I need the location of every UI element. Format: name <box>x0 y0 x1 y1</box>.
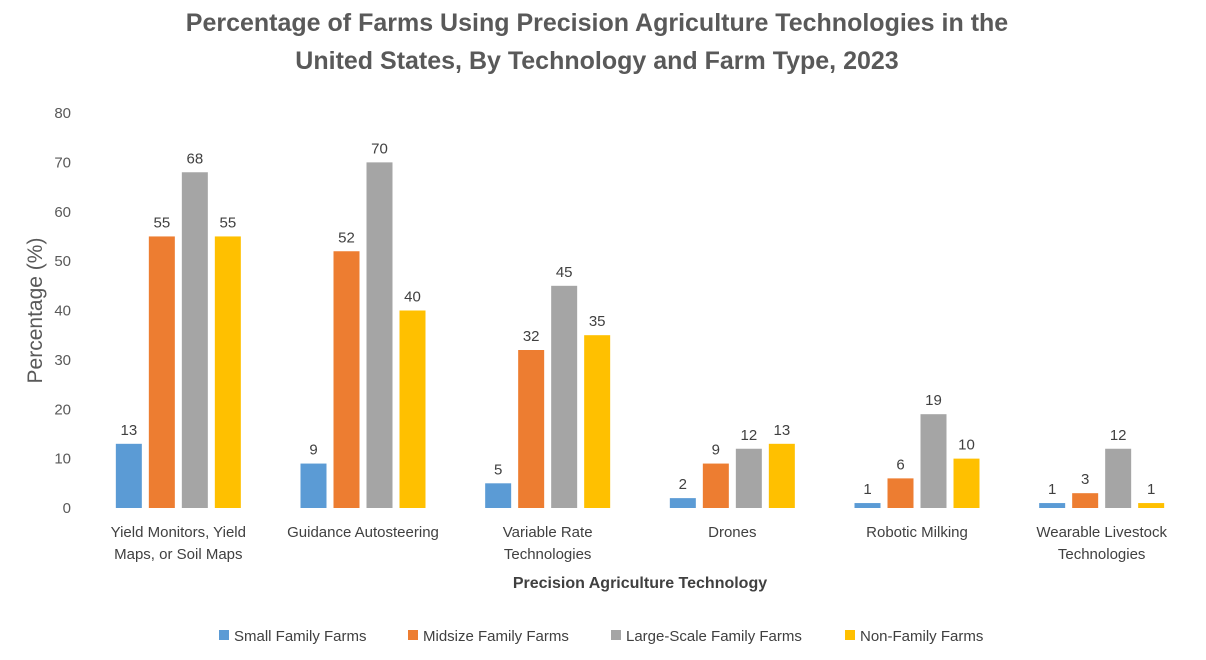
chart-title-line: Percentage of Farms Using Precision Agri… <box>186 9 1008 37</box>
bar <box>214 236 241 508</box>
bar <box>148 236 175 508</box>
y-axis-label: Percentage (%) <box>24 238 47 384</box>
bar <box>333 251 360 508</box>
data-label: 10 <box>958 437 975 454</box>
y-tick-label: 0 <box>63 500 71 517</box>
legend: Small Family Farms Midsize Family Farms La… <box>219 628 983 645</box>
category-label: Technologies <box>504 546 592 563</box>
data-label: 1 <box>863 481 871 498</box>
data-label: 13 <box>773 422 790 439</box>
y-tick-label: 10 <box>54 451 71 468</box>
y-tick-label: 30 <box>54 352 71 369</box>
bar <box>920 414 947 508</box>
y-tick-label: 20 <box>54 401 71 418</box>
y-axis-label-group: Percentage (%) <box>24 238 47 384</box>
data-label: 1 <box>1048 481 1056 498</box>
bar <box>584 335 611 508</box>
bar <box>735 448 762 508</box>
bar <box>551 285 578 508</box>
data-label: 55 <box>153 214 170 231</box>
legend-swatch <box>219 630 229 640</box>
y-axis: 0 10 20 30 40 50 60 70 80 <box>54 105 71 517</box>
chart-title: Percentage of Farms Using Precision Agri… <box>186 9 1008 75</box>
x-axis-categories: Yield Monitors, Yield Maps, or Soil Maps G… <box>111 524 1168 563</box>
legend-entry: Midsize Family Farms <box>423 628 569 645</box>
y-tick-label: 70 <box>54 154 71 171</box>
bar <box>953 458 980 508</box>
data-label: 52 <box>338 229 355 246</box>
data-label: 32 <box>523 328 540 345</box>
bar <box>887 478 914 508</box>
legend-entry: Non-Family Farms <box>860 628 983 645</box>
x-axis-label-group: Precision Agriculture Technology <box>513 575 767 592</box>
data-label: 55 <box>219 214 236 231</box>
category-label: Drones <box>708 524 756 541</box>
legend-swatch <box>611 630 621 640</box>
bar <box>1039 503 1066 508</box>
x-axis-label: Precision Agriculture Technology <box>513 575 767 592</box>
y-tick-label: 80 <box>54 105 71 122</box>
y-tick-label: 50 <box>54 253 71 270</box>
data-label: 12 <box>1110 427 1127 444</box>
bar <box>1072 493 1099 508</box>
category-label: Variable Rate <box>503 524 593 541</box>
chart-title-line: United States, By Technology and Farm Ty… <box>295 47 898 75</box>
bar <box>1105 448 1132 508</box>
legend-entry: Large-Scale Family Farms <box>626 628 802 645</box>
legend-swatch <box>408 630 418 640</box>
data-label: 35 <box>589 313 606 330</box>
category-label: Wearable Livestock <box>1036 524 1167 541</box>
data-label: 3 <box>1081 471 1089 488</box>
category-label: Maps, or Soil Maps <box>114 546 242 563</box>
bar <box>485 483 512 508</box>
legend-swatch <box>845 630 855 640</box>
data-label: 45 <box>556 264 573 281</box>
y-tick-label: 40 <box>54 303 71 320</box>
data-label: 9 <box>309 442 317 459</box>
data-label: 1 <box>1147 481 1155 498</box>
bar <box>115 443 142 508</box>
data-label: 19 <box>925 392 942 409</box>
data-label: 13 <box>120 422 137 439</box>
bar <box>366 162 393 508</box>
bar <box>768 443 795 508</box>
data-label: 12 <box>740 427 757 444</box>
bar <box>300 463 327 508</box>
category-label: Technologies <box>1058 546 1146 563</box>
data-label: 5 <box>494 461 502 478</box>
data-label: 68 <box>186 150 203 167</box>
category-label: Guidance Autosteering <box>287 524 439 541</box>
bar <box>181 172 208 508</box>
data-label: 2 <box>679 476 687 493</box>
y-tick-label: 60 <box>54 204 71 221</box>
bar <box>518 350 545 508</box>
bar <box>669 498 696 508</box>
bar <box>399 310 426 508</box>
bar <box>854 503 881 508</box>
data-label: 40 <box>404 289 421 306</box>
data-label: 9 <box>712 442 720 459</box>
category-label: Robotic Milking <box>866 524 968 541</box>
legend-entry: Small Family Farms <box>234 628 367 645</box>
category-label: Yield Monitors, Yield <box>111 524 246 541</box>
bar <box>702 463 729 508</box>
bar <box>1138 503 1165 508</box>
data-label: 70 <box>371 140 388 157</box>
data-label: 6 <box>896 456 904 473</box>
